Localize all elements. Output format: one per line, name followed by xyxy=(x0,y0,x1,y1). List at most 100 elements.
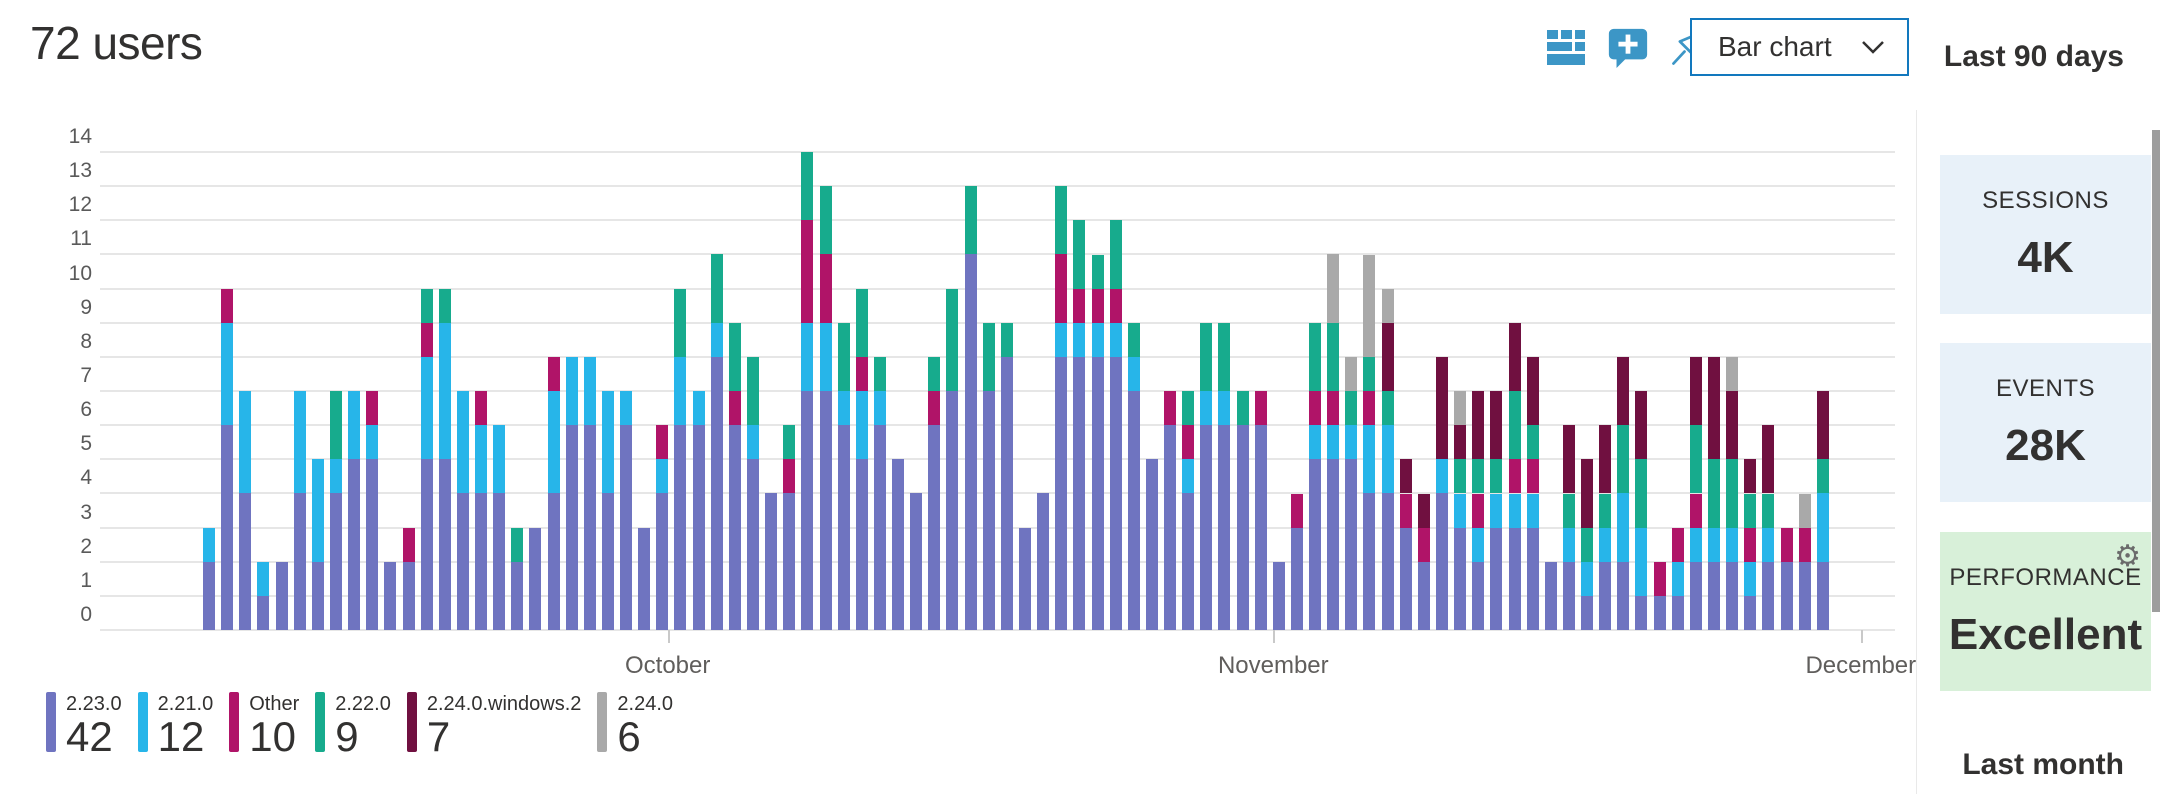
bar-segment[interactable] xyxy=(1780,527,1793,562)
bar-segment[interactable] xyxy=(1635,459,1648,528)
bar-segment[interactable] xyxy=(293,391,306,494)
bar-segment[interactable] xyxy=(221,288,234,323)
bar-segment[interactable] xyxy=(1109,356,1122,630)
bar-segment[interactable] xyxy=(1381,425,1394,494)
bar-segment[interactable] xyxy=(1109,288,1122,323)
bar-segment[interactable] xyxy=(456,493,469,630)
bar-segment[interactable] xyxy=(547,356,560,391)
bar-segment[interactable] xyxy=(1073,356,1086,630)
bar-segment[interactable] xyxy=(1816,561,1829,630)
bar-segment[interactable] xyxy=(1109,220,1122,289)
bar-segment[interactable] xyxy=(601,493,614,630)
bar-segment[interactable] xyxy=(1508,493,1521,528)
bar-segment[interactable] xyxy=(311,561,324,630)
sessions-card[interactable]: SESSIONS 4K xyxy=(1940,155,2151,314)
bar-segment[interactable] xyxy=(583,356,596,426)
bar-segment[interactable] xyxy=(1164,425,1176,630)
bar-segment[interactable] xyxy=(1562,561,1575,630)
bar-segment[interactable] xyxy=(203,561,215,630)
bar-segment[interactable] xyxy=(837,391,850,426)
bar-segment[interactable] xyxy=(1200,425,1213,630)
bar-segment[interactable] xyxy=(366,459,379,630)
bar-segment[interactable] xyxy=(547,493,560,630)
bar-segment[interactable] xyxy=(293,493,306,630)
bar-segment[interactable] xyxy=(1327,425,1340,460)
bar-segment[interactable] xyxy=(239,493,252,630)
bar-segment[interactable] xyxy=(1091,322,1104,357)
bar-segment[interactable] xyxy=(638,527,651,630)
bar-segment[interactable] xyxy=(1073,220,1086,289)
bar-segment[interactable] xyxy=(221,425,234,630)
bar-segment[interactable] xyxy=(1073,322,1086,357)
bar-segment[interactable] xyxy=(1708,561,1720,630)
bar-segment[interactable] xyxy=(620,391,632,426)
bar-segment[interactable] xyxy=(928,391,941,426)
bar-segment[interactable] xyxy=(873,356,886,391)
bar-segment[interactable] xyxy=(855,391,868,460)
bar-segment[interactable] xyxy=(855,356,868,391)
bar-segment[interactable] xyxy=(366,425,379,460)
bar-segment[interactable] xyxy=(1091,288,1104,323)
bar-segment[interactable] xyxy=(1744,459,1757,494)
performance-card[interactable]: ⚙ PERFORMANCE Excellent xyxy=(1940,532,2151,691)
bar-segment[interactable] xyxy=(565,356,578,426)
bar-segment[interactable] xyxy=(366,391,379,426)
bar-segment[interactable] xyxy=(1581,459,1593,528)
bar-segment[interactable] xyxy=(783,425,796,460)
bar-segment[interactable] xyxy=(1345,391,1358,426)
bar-segment[interactable] xyxy=(475,493,487,630)
bar-segment[interactable] xyxy=(1581,527,1593,562)
bar-segment[interactable] xyxy=(946,391,959,630)
bar-segment[interactable] xyxy=(1526,425,1539,460)
bar-segment[interactable] xyxy=(1526,493,1539,528)
bar-segment[interactable] xyxy=(801,152,814,221)
bar-segment[interactable] xyxy=(1290,527,1303,630)
bar-segment[interactable] xyxy=(692,425,705,630)
legend-item[interactable]: 2.23.0 42 xyxy=(46,692,122,758)
bar-segment[interactable] xyxy=(728,425,741,630)
bar-segment[interactable] xyxy=(1599,493,1612,528)
bar-segment[interactable] xyxy=(1708,459,1720,528)
bar-segment[interactable] xyxy=(583,425,596,630)
bar-segment[interactable] xyxy=(1635,391,1648,460)
bar-segment[interactable] xyxy=(1200,322,1213,391)
bar-segment[interactable] xyxy=(475,391,487,426)
bar-segment[interactable] xyxy=(1236,391,1249,426)
bar-segment[interactable] xyxy=(1200,391,1213,426)
bar-segment[interactable] xyxy=(982,391,995,630)
bar-segment[interactable] xyxy=(1327,322,1340,391)
bar-segment[interactable] xyxy=(1363,391,1376,426)
bar-segment[interactable] xyxy=(1073,288,1086,323)
bar-segment[interactable] xyxy=(1617,356,1630,426)
bar-segment[interactable] xyxy=(1490,391,1503,460)
bar-segment[interactable] xyxy=(837,425,850,630)
bar-segment[interactable] xyxy=(1436,459,1448,494)
bar-segment[interactable] xyxy=(928,425,941,630)
bar-segment[interactable] xyxy=(203,527,215,562)
bar-segment[interactable] xyxy=(1472,391,1485,460)
bar-segment[interactable] xyxy=(348,459,361,630)
legend-item[interactable]: 2.21.0 12 xyxy=(137,692,213,758)
bar-segment[interactable] xyxy=(420,288,433,323)
bar-segment[interactable] xyxy=(747,425,759,460)
bar-segment[interactable] xyxy=(1689,561,1702,630)
bar-segment[interactable] xyxy=(1490,527,1503,630)
bar-segment[interactable] xyxy=(1327,254,1340,323)
bar-segment[interactable] xyxy=(674,288,687,357)
bar-segment[interactable] xyxy=(1381,322,1394,391)
bar-segment[interactable] xyxy=(1345,356,1358,391)
bar-segment[interactable] xyxy=(1708,356,1720,460)
bar-segment[interactable] xyxy=(1381,391,1394,426)
bar-segment[interactable] xyxy=(1345,459,1358,630)
bar-segment[interactable] xyxy=(1399,493,1412,528)
bar-segment[interactable] xyxy=(1671,561,1684,596)
bar-segment[interactable] xyxy=(1472,459,1485,494)
bar-segment[interactable] xyxy=(1508,322,1521,391)
bar-segment[interactable] xyxy=(1617,425,1630,494)
gear-icon[interactable]: ⚙ xyxy=(2114,540,2141,573)
bar-segment[interactable] xyxy=(1671,595,1684,630)
bar-segment[interactable] xyxy=(1381,493,1394,630)
bar-segment[interactable] xyxy=(964,186,977,255)
bar-segment[interactable] xyxy=(1164,391,1176,426)
bar-segment[interactable] xyxy=(873,391,886,426)
